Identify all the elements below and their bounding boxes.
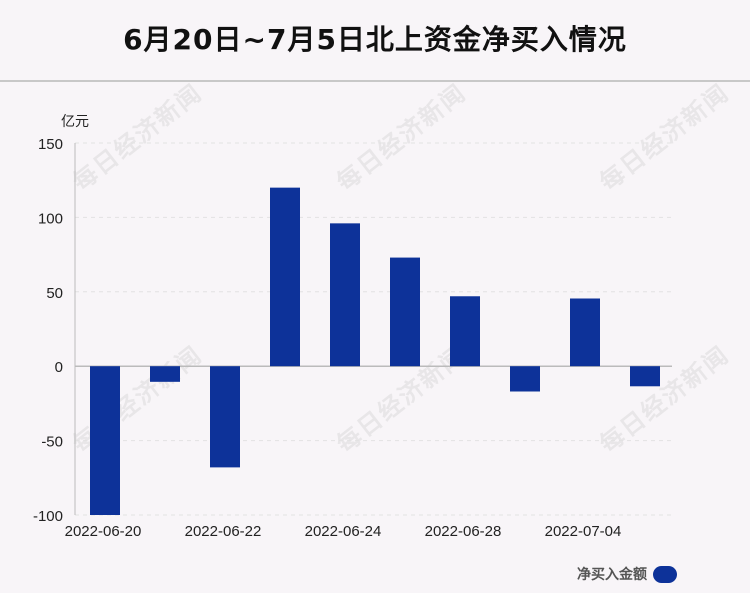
bar	[630, 366, 660, 387]
bar	[330, 223, 360, 367]
y-tick-label: 150	[38, 136, 63, 153]
legend-swatch	[653, 565, 677, 583]
y-tick-label: 0	[55, 359, 63, 376]
bar	[390, 257, 420, 367]
x-tick-label: 2022-06-24	[305, 523, 382, 540]
bar	[210, 366, 240, 468]
x-tick-label: 2022-07-04	[545, 523, 622, 540]
bar	[270, 187, 300, 367]
bar	[90, 366, 120, 515]
y-tick-label: -50	[41, 434, 63, 451]
title-divider	[0, 80, 750, 82]
y-tick-label: 100	[38, 210, 63, 227]
y-axis-label: 亿元	[61, 114, 89, 130]
legend-label: 净买入金额	[577, 567, 647, 583]
bar	[570, 298, 600, 367]
bar	[450, 296, 480, 367]
x-tick-label: 2022-06-20	[65, 523, 142, 540]
legend: 净买入金额	[577, 563, 677, 585]
bar	[510, 366, 540, 392]
y-tick-label: 50	[46, 285, 63, 302]
x-tick-label: 2022-06-22	[185, 523, 262, 540]
bar	[150, 366, 180, 382]
chart-title: 6月20日~7月5日北上资金净买入情况	[123, 23, 627, 56]
y-tick-label: -100	[33, 508, 63, 525]
x-tick-label: 2022-06-28	[425, 523, 502, 540]
